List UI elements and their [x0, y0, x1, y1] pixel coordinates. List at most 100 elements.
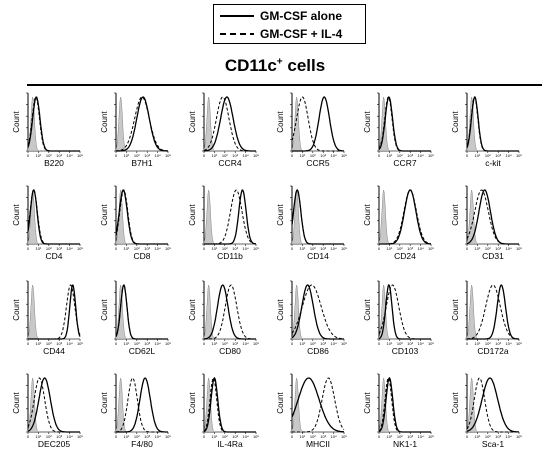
y-axis-label: Count	[12, 204, 21, 226]
x-tick-label: 10²	[310, 341, 316, 346]
panel-nk1-1: 0 10¹ 10² 10³ 10⁴ 10⁵ Count NK1-1	[363, 373, 434, 449]
x-tick-label: 10¹	[36, 341, 42, 346]
x-tick-label: 10⁵	[341, 341, 347, 346]
gmcsf-alone-histogram	[115, 284, 168, 340]
x-tick-label: 10⁴	[506, 341, 512, 346]
x-tick-label: 10³	[56, 246, 62, 251]
x-tick-label: 10²	[397, 153, 403, 158]
marker-label: CD86	[307, 346, 329, 356]
marker-label: CD11b	[217, 251, 243, 261]
x-tick-label: 0	[27, 153, 30, 158]
x-tick-label: 10¹	[212, 341, 218, 346]
x-tick-label: 10⁵	[516, 246, 522, 251]
gmcsf-alone-histogram	[378, 283, 431, 340]
isotype-histogram	[115, 377, 168, 433]
x-tick-label: 10²	[310, 153, 316, 158]
y-axis-label: Count	[363, 111, 372, 133]
x-tick-label: 10²	[485, 153, 491, 158]
x-tick-label: 10⁵	[253, 341, 259, 346]
gmcsf-alone-histogram	[115, 189, 168, 245]
x-tick-label: 10¹	[387, 153, 393, 158]
x-tick-label: 0	[115, 246, 118, 251]
marker-label: CD80	[219, 346, 241, 356]
gmcsf-alone-histogram	[378, 376, 431, 433]
x-tick-label: 10⁵	[77, 434, 83, 439]
x-tick-label: 10⁴	[506, 153, 512, 158]
y-axis-label: Count	[276, 392, 285, 414]
x-tick-label: 10¹	[212, 434, 218, 439]
x-tick-label: 10⁵	[428, 434, 434, 439]
isotype-histogram	[27, 96, 80, 152]
x-tick-label: 10⁵	[341, 434, 347, 439]
x-tick-label: 10⁵	[428, 153, 434, 158]
y-axis-label: Count	[100, 392, 109, 414]
x-tick-label: 10⁵	[253, 153, 259, 158]
x-tick-label: 10¹	[475, 341, 481, 346]
isotype-histogram	[378, 189, 431, 245]
marker-label: DEC205	[38, 439, 70, 449]
marker-label: NK1-1	[393, 439, 417, 449]
y-axis-label: Count	[100, 299, 109, 321]
panel-sca-1: 0 10¹ 10² 10³ 10⁴ 10⁵ Count Sca-1	[451, 373, 522, 449]
x-tick-label: 10³	[232, 246, 238, 251]
x-tick-label: 10⁴	[67, 341, 73, 346]
x-tick-label: 0	[203, 246, 206, 251]
gmcsf-alone-histogram	[291, 377, 344, 433]
x-tick-label: 10²	[134, 434, 140, 439]
x-tick-label: 10⁵	[253, 246, 259, 251]
x-tick-label: 0	[291, 434, 294, 439]
x-tick-label: 10²	[46, 153, 52, 158]
gmcsf-il4-histogram	[292, 377, 345, 433]
x-tick-label: 10¹	[212, 153, 218, 158]
gmcsf-alone-histogram	[27, 96, 80, 152]
x-tick-label: 10²	[46, 246, 52, 251]
y-axis-label: Count	[451, 204, 460, 226]
gmcsf-alone-histogram	[204, 284, 256, 340]
x-tick-label: 10³	[56, 434, 62, 439]
x-tick-label: 0	[378, 153, 381, 158]
gmcsf-alone-histogram	[466, 189, 519, 245]
x-tick-label: 0	[115, 341, 118, 346]
marker-label: Sca-1	[482, 439, 504, 449]
isotype-histogram	[291, 284, 344, 340]
panel-b7h1: 0 10¹ 10² 10³ 10⁴ 10⁵ Count B7H1	[100, 92, 171, 168]
x-tick-label: 10³	[407, 246, 413, 251]
y-axis-label: Count	[363, 204, 372, 226]
isotype-histogram	[27, 284, 80, 340]
x-tick-label: 10⁴	[506, 246, 512, 251]
marker-label: CD24	[394, 251, 416, 261]
gmcsf-alone-histogram	[291, 189, 344, 245]
x-tick-label: 0	[466, 153, 469, 158]
gmcsf-il4-histogram	[116, 377, 168, 433]
panel-cd24: 0 10¹ 10² 10³ 10⁴ 10⁵ Count CD24	[363, 185, 434, 261]
gmcsf-il4-histogram	[291, 96, 344, 152]
x-tick-label: 0	[291, 246, 294, 251]
marker-label: CD14	[307, 251, 329, 261]
x-tick-label: 10³	[56, 341, 62, 346]
x-tick-label: 10³	[495, 341, 501, 346]
x-tick-label: 10³	[232, 153, 238, 158]
gmcsf-il4-histogram	[466, 189, 519, 245]
x-tick-label: 10⁴	[331, 434, 337, 439]
marker-label: CCR5	[306, 158, 329, 168]
x-tick-label: 10²	[134, 341, 140, 346]
x-tick-label: 10¹	[124, 341, 130, 346]
x-tick-label: 10²	[310, 246, 316, 251]
gmcsf-alone-histogram	[204, 96, 256, 152]
x-tick-label: 10¹	[300, 341, 306, 346]
panel-dec205: 0 10¹ 10² 10³ 10⁴ 10⁵ Count DEC205	[12, 373, 83, 449]
x-tick-label: 10⁵	[165, 153, 171, 158]
panel-cd44: 0 10¹ 10² 10³ 10⁴ 10⁵ Count CD44	[12, 280, 83, 356]
panel-f4-80: 0 10¹ 10² 10³ 10⁴ 10⁵ Count F4/80	[100, 373, 171, 449]
x-tick-label: 10⁴	[331, 246, 337, 251]
x-tick-label: 10⁴	[155, 434, 161, 439]
x-tick-label: 0	[378, 341, 381, 346]
x-tick-label: 10⁴	[506, 434, 512, 439]
x-tick-label: 0	[378, 246, 381, 251]
x-tick-label: 10³	[320, 153, 326, 158]
title-main: CD11c	[224, 56, 277, 75]
gmcsf-il4-histogram	[204, 284, 256, 340]
x-tick-label: 10¹	[475, 153, 481, 158]
legend-label-solid: GM-CSF alone	[260, 9, 343, 23]
gmcsf-alone-histogram	[116, 96, 168, 152]
